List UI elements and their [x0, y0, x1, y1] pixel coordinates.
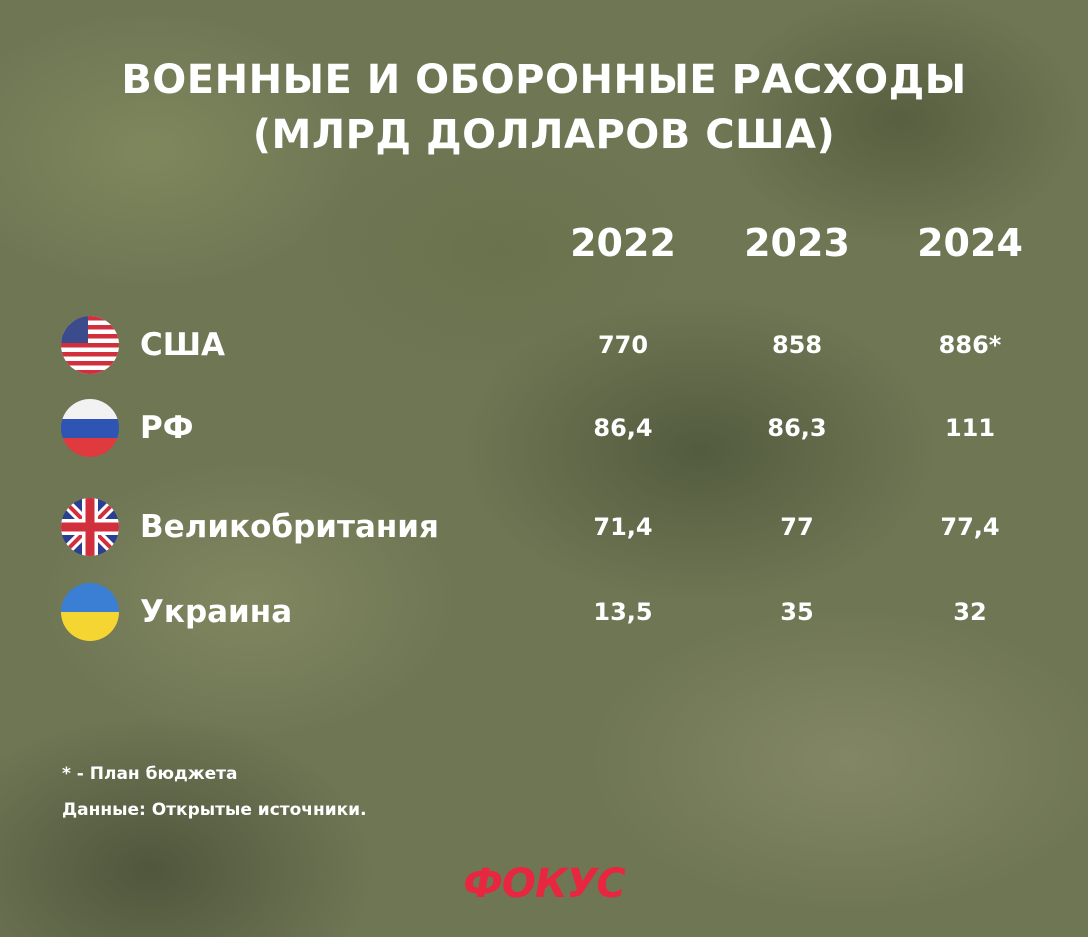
column-header: 2023 — [744, 221, 850, 265]
flag-usa — [61, 316, 119, 374]
column-header: 2024 — [917, 221, 1023, 265]
footnote: Данные: Открытые источники. — [62, 800, 367, 820]
cell-value: 13,5 — [593, 598, 653, 626]
cell-value: 111 — [944, 414, 996, 442]
column-header: 2022 — [570, 221, 676, 265]
title-line: (МЛРД ДОЛЛАРОВ США) — [252, 112, 836, 158]
footnote: * - План бюджета — [62, 764, 238, 784]
country-name: РФ — [140, 410, 194, 446]
logo: ФОКУС — [463, 861, 626, 907]
cell-value: 77 — [780, 513, 814, 541]
flag-ukraine — [61, 583, 119, 641]
cell-value: 86,3 — [767, 414, 827, 442]
cell-value: 71,4 — [593, 513, 653, 541]
cell-value: 770 — [597, 331, 649, 359]
country-name: Великобритания — [140, 509, 439, 545]
flag-russia — [61, 399, 119, 457]
country-name: США — [140, 327, 226, 363]
cell-value: 86,4 — [593, 414, 653, 442]
cell-value: 858 — [771, 331, 823, 359]
flag-uk — [61, 498, 119, 556]
country-name: Украина — [140, 594, 293, 630]
title-line: ВОЕННЫЕ И ОБОРОННЫЕ РАСХОДЫ — [121, 57, 967, 103]
cell-value: 35 — [780, 598, 814, 626]
cell-value: 32 — [953, 598, 987, 626]
cell-value: 886* — [938, 331, 1002, 359]
cell-value: 77,4 — [940, 513, 1000, 541]
